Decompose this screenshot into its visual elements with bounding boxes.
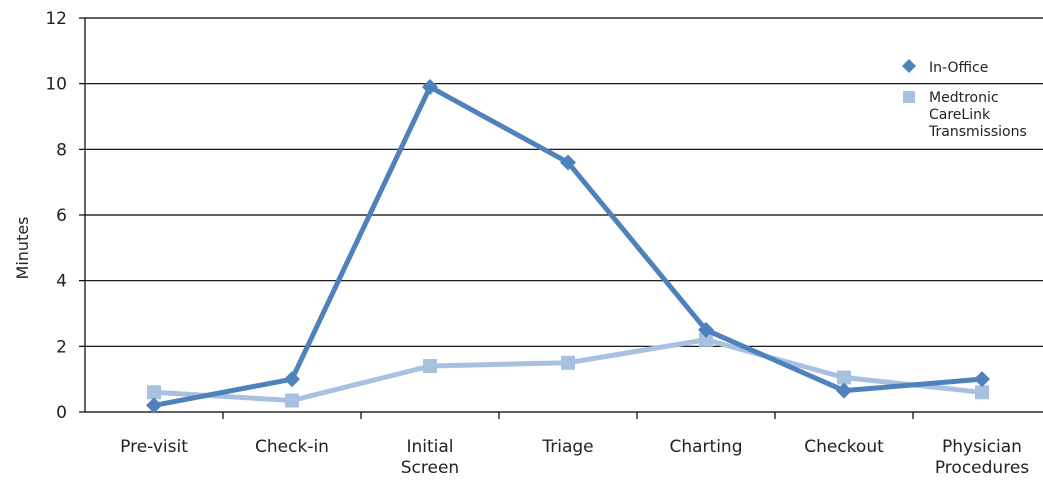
x-tick-label-line: Triage bbox=[541, 437, 593, 457]
data-point bbox=[561, 355, 575, 370]
legend-label-carelink: Medtronic CareLink Transmissions bbox=[928, 90, 1027, 140]
x-tick-label: Checkout bbox=[804, 437, 884, 457]
x-tick-label: Physician Procedures bbox=[935, 437, 1029, 478]
legend-label-line: Transmissions bbox=[928, 124, 1027, 140]
data-point bbox=[285, 393, 299, 408]
data-point bbox=[699, 332, 713, 347]
x-tick-label: Charting bbox=[669, 437, 742, 457]
data-point bbox=[560, 154, 576, 171]
x-tick-labels: Pre-visit Check-in Initial Screen Triage Char… bbox=[120, 437, 1029, 478]
legend: In-Office Medtronic CareLink Transmissions bbox=[902, 59, 1027, 140]
x-tick-label-line: Screen bbox=[401, 458, 459, 478]
series-1 bbox=[147, 332, 989, 408]
x-tick-label-line: Initial bbox=[406, 437, 453, 457]
data-point bbox=[284, 371, 300, 388]
series-0 bbox=[146, 78, 990, 414]
y-tick-label: 8 bbox=[56, 140, 67, 160]
series-layer bbox=[146, 78, 990, 414]
y-tick-labels: 0 2 4 6 8 10 12 bbox=[45, 9, 67, 423]
x-tick-label-line: Checkout bbox=[804, 437, 884, 457]
y-axis-label: Minutes bbox=[13, 217, 32, 280]
data-point bbox=[975, 385, 989, 400]
x-tick-label: Triage bbox=[541, 437, 593, 457]
data-point bbox=[422, 78, 438, 95]
x-tick-label-line: Procedures bbox=[935, 458, 1029, 478]
data-point bbox=[147, 385, 161, 400]
data-point bbox=[836, 382, 852, 399]
x-tick-label: Initial Screen bbox=[401, 437, 459, 478]
x-tick-label: Check-in bbox=[255, 437, 329, 457]
y-tick-label: 10 bbox=[45, 75, 67, 95]
data-point bbox=[974, 371, 990, 388]
y-tick-label: 2 bbox=[56, 337, 67, 357]
x-tick-label-line: Charting bbox=[669, 437, 742, 457]
data-point bbox=[146, 397, 162, 414]
y-tick-label: 12 bbox=[45, 9, 67, 29]
x-tick-label-line: Physician bbox=[942, 437, 1022, 457]
gridlines bbox=[85, 17, 1043, 347]
legend-label-line: CareLink bbox=[929, 107, 991, 123]
legend-label-line: Medtronic bbox=[929, 90, 999, 106]
data-point bbox=[698, 321, 714, 338]
axes bbox=[79, 17, 1043, 419]
x-tick-label: Pre-visit bbox=[120, 437, 188, 457]
data-point bbox=[837, 370, 851, 385]
y-tick-label: 0 bbox=[56, 403, 67, 423]
legend-marker-in-office bbox=[902, 59, 916, 73]
y-tick-label: 4 bbox=[56, 272, 67, 292]
legend-label-in-office: In-Office bbox=[929, 60, 988, 76]
y-tick-label: 6 bbox=[56, 206, 67, 226]
legend-marker-carelink bbox=[903, 91, 915, 103]
data-point bbox=[423, 359, 437, 374]
x-tick-label-line: Pre-visit bbox=[120, 437, 188, 457]
x-tick-label-line: Check-in bbox=[255, 437, 329, 457]
